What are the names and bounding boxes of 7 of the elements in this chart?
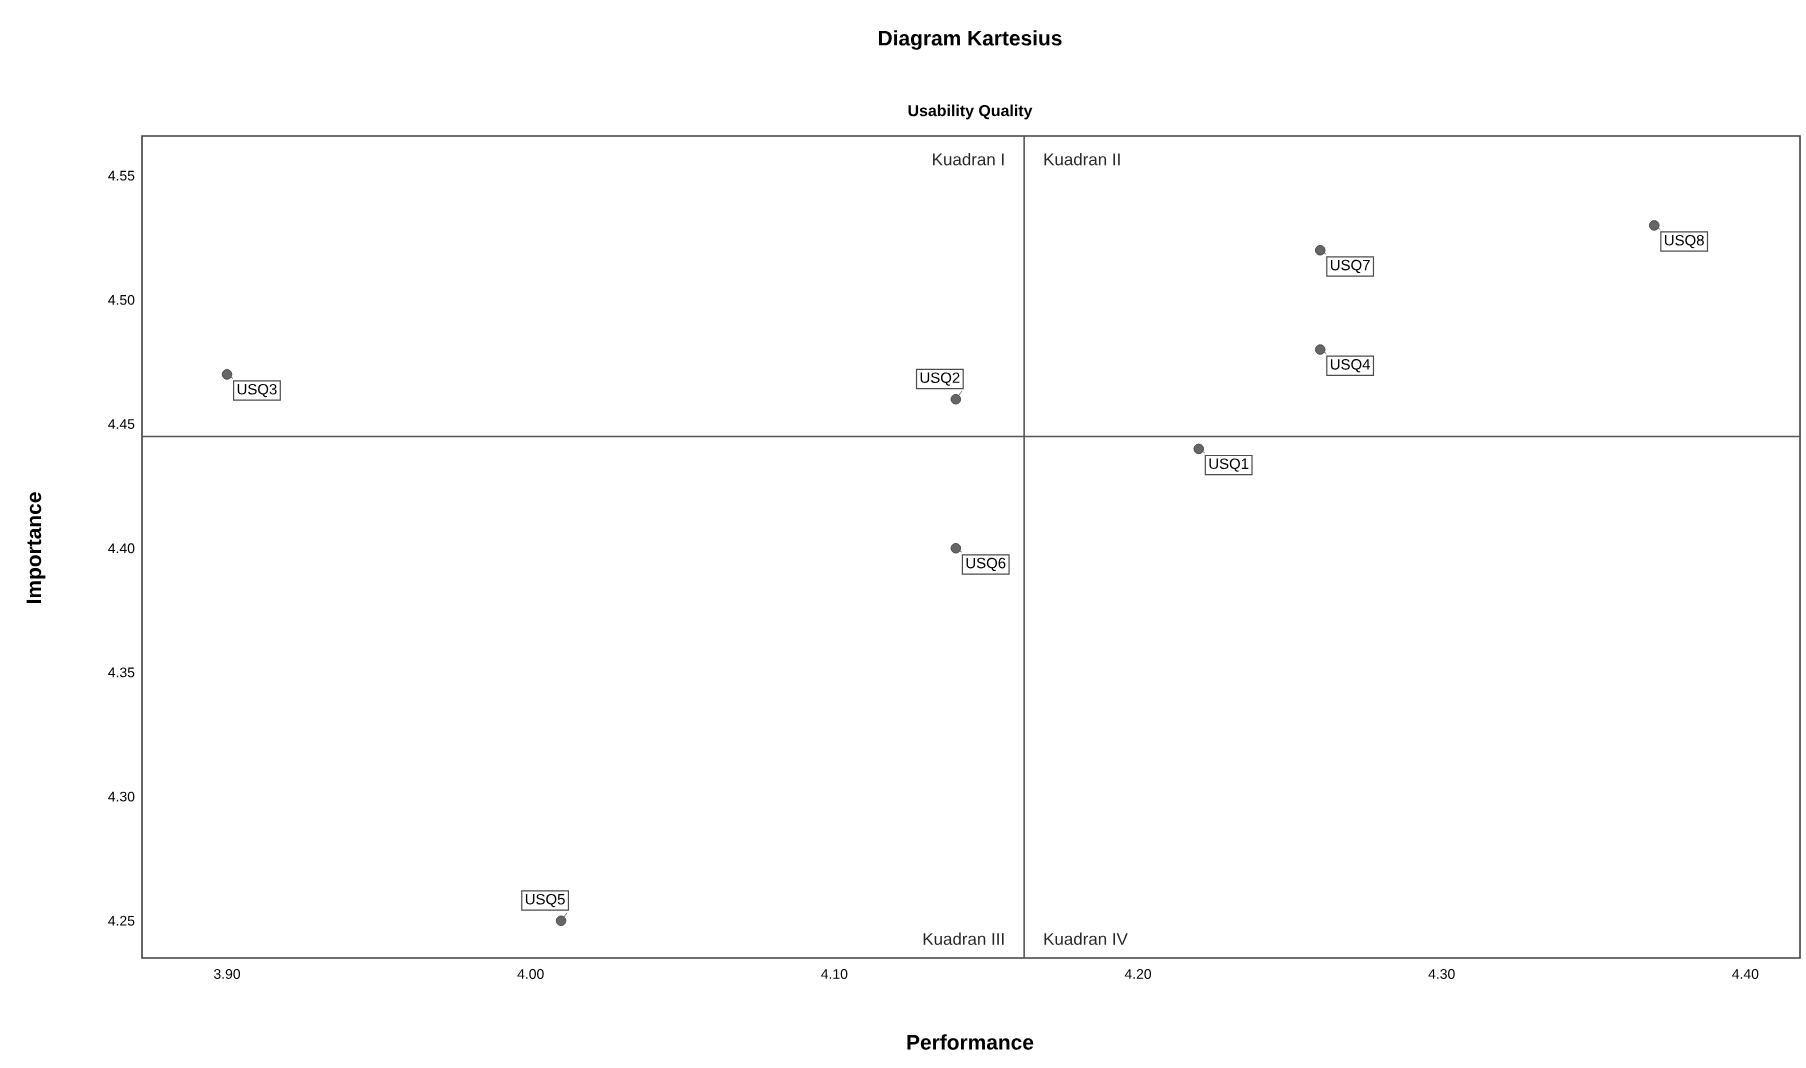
annotation: Kuadran II [1044, 152, 1120, 166]
annotation: Kuadran I [933, 152, 1004, 166]
annotation: Kuadran III [923, 932, 1004, 945]
chart-title: Diagram Kartesius [878, 30, 1062, 50]
y-axis-title: Importance [26, 492, 46, 603]
x-axis-title: Performance [907, 1034, 1034, 1050]
annotation: Kuadran IV [1044, 932, 1128, 945]
